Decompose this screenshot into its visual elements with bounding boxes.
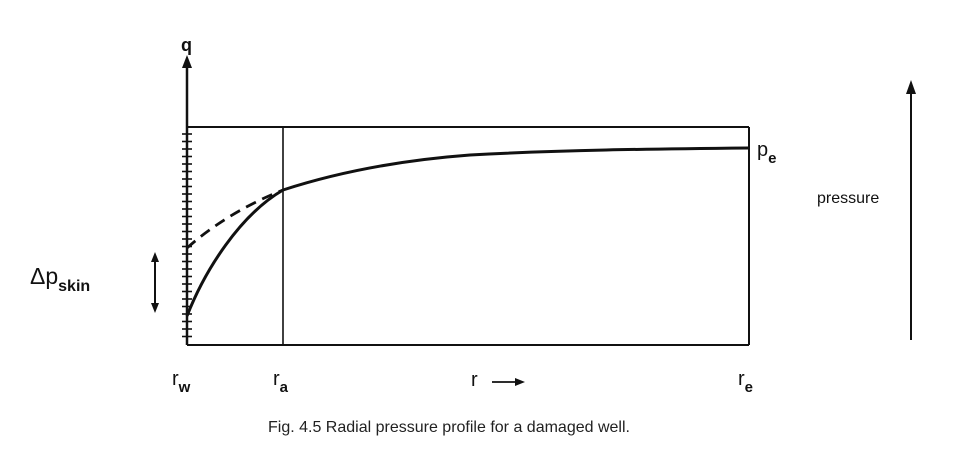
pressure-arrow-head	[906, 80, 916, 94]
rw-label-sub: w	[178, 379, 191, 396]
r-label: r	[471, 369, 478, 391]
dp-skin-arrow-down	[151, 303, 159, 313]
figure-caption: Fig. 4.5 Radial pressure profile for a d…	[268, 419, 630, 436]
dp-skin-label: Δpskin	[30, 263, 90, 295]
dp-skin-label-main: Δp	[30, 263, 59, 289]
pe-label-main: p	[757, 139, 769, 161]
pe-label: pe	[757, 139, 776, 167]
pressure-curve-ideal-dashed	[186, 188, 284, 250]
q-axis-label: q	[181, 35, 192, 55]
rw-label: rw	[172, 368, 190, 396]
pressure-label: pressure	[817, 190, 880, 207]
q-axis-ticks	[182, 133, 192, 338]
pe-label-sub: e	[768, 150, 777, 167]
pressure-curve-undamaged-zone	[282, 146, 750, 192]
rw-label-main: r	[172, 368, 179, 390]
re-label: re	[738, 368, 753, 396]
r-direction-arrow-head	[515, 378, 525, 386]
q-axis-arrowhead	[182, 55, 192, 68]
dp-skin-arrow-up	[151, 252, 159, 262]
re-label-main: r	[738, 368, 745, 390]
ra-label-main: r	[273, 368, 280, 390]
dp-skin-label-sub: skin	[58, 278, 91, 295]
pressure-curve-damaged-zone	[185, 188, 284, 317]
re-label-sub: e	[744, 379, 754, 396]
ra-label-sub: a	[279, 379, 289, 396]
ra-label: ra	[273, 368, 288, 396]
